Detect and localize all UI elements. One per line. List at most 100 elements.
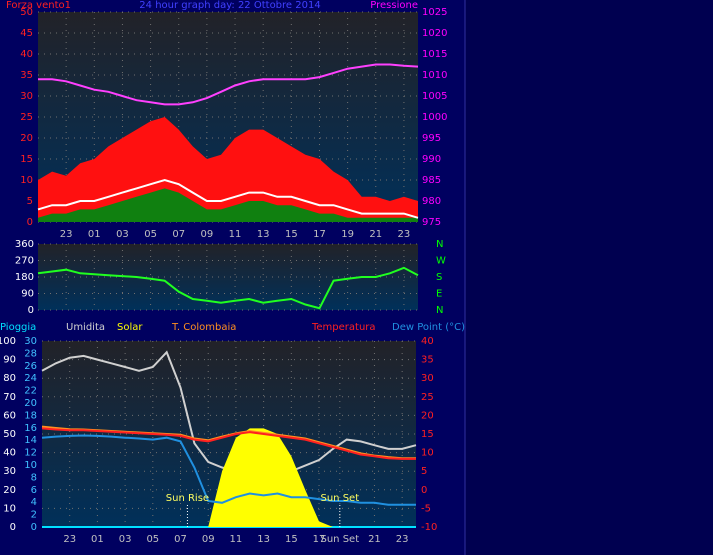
y2-tick-label: 28 <box>24 348 37 359</box>
y-tick-label: 20 <box>20 133 33 144</box>
series-line <box>41 434 416 506</box>
y-tick-label: 0 <box>28 305 34 316</box>
y-tick-label: 40 <box>3 448 16 459</box>
y-tick-label: 0 <box>27 217 33 228</box>
y2-tick-label: 1025 <box>422 7 447 18</box>
y-tick-label: 30 <box>3 466 16 477</box>
y3-tick-label: 10 <box>421 448 434 459</box>
y3-tick-label: 5 <box>421 466 427 477</box>
y3-tick-label: -10 <box>421 522 437 533</box>
y-tick-label: 35 <box>20 70 33 81</box>
y-tick-label: 10 <box>3 503 16 514</box>
y2-tick-label: 20 <box>24 398 37 409</box>
y2-tick-label: 1015 <box>422 49 447 60</box>
x-tick-label: 15 <box>285 229 298 240</box>
x-tick-label: 21 <box>369 229 382 240</box>
x-tick-label: 13 <box>257 229 270 240</box>
y2-tick-label: 10 <box>24 460 37 471</box>
y3-tick-label: 30 <box>421 373 434 384</box>
y2-tick-label: 975 <box>422 217 441 228</box>
y2-tick-label: 4 <box>31 497 37 508</box>
y2-tick-label: 980 <box>422 196 441 207</box>
y-tick-label: 10 <box>20 175 33 186</box>
y-tick-label: 0 <box>10 522 16 533</box>
x-tick-label: 09 <box>201 229 214 240</box>
legend-label: Temperatura <box>311 322 376 333</box>
x-tick-label: 21 <box>368 534 381 545</box>
y2-axis-title: Pressione <box>370 0 418 11</box>
chart-title: 24 hour graph day: 22 Ottobre 2014 <box>139 0 320 11</box>
y-axis-title: Forza vento1 <box>6 0 71 11</box>
y2-tick-label: 22 <box>24 386 37 397</box>
y2-tick-label: 1010 <box>422 70 447 81</box>
y2-tick-label: 995 <box>422 133 441 144</box>
legend-label: Umidita <box>66 322 105 333</box>
series-line <box>41 427 416 460</box>
x-tick-label: 13 <box>257 534 270 545</box>
x-tick-label: 23 <box>63 534 76 545</box>
x-tick-label: 05 <box>146 534 159 545</box>
y-tick-label: 5 <box>27 196 33 207</box>
series-area <box>42 428 416 527</box>
legend-label: Pioggia <box>0 322 36 333</box>
y-tick-label: 100 <box>0 336 16 347</box>
y-tick-label: 70 <box>3 392 16 403</box>
y3-tick-label: 15 <box>421 429 434 440</box>
y-tick-label: 25 <box>20 112 33 123</box>
y2-tick-label: 0 <box>31 522 37 533</box>
y-tick-label: 50 <box>3 429 16 440</box>
y-tick-label: 30 <box>20 91 33 102</box>
y2-tick-label: 6 <box>31 485 37 496</box>
y-tick-label: 80 <box>3 373 16 384</box>
series-line <box>38 63 419 106</box>
legend-label: Solar <box>117 322 143 333</box>
y-tick-label: 360 <box>15 239 34 250</box>
y2-tick-label: 1020 <box>422 28 447 39</box>
x-tick-label: 07 <box>174 534 187 545</box>
legend-label: Dew Point (°C) <box>392 322 465 333</box>
y2-tick-label: S <box>436 272 442 283</box>
x-tick-label: 03 <box>116 229 129 240</box>
y2-tick-label: 12 <box>24 448 37 459</box>
y2-tick-label: 18 <box>24 410 37 421</box>
x-tick-label: 07 <box>172 229 185 240</box>
y3-tick-label: 0 <box>421 485 427 496</box>
x-tick-label: 23 <box>60 229 73 240</box>
y2-tick-label: E <box>436 289 442 300</box>
y2-tick-label: 1000 <box>422 112 447 123</box>
x-tick-label: 11 <box>230 534 243 545</box>
y-tick-label: 90 <box>21 289 34 300</box>
x-tick-label: 01 <box>88 229 101 240</box>
x-tick-label: 01 <box>91 534 104 545</box>
y2-tick-label: 30 <box>24 336 37 347</box>
x-tick-label: 15 <box>285 534 298 545</box>
x-tick-label: 23 <box>398 229 411 240</box>
y2-tick-label: 990 <box>422 154 441 165</box>
x-tick-label: Sun Set <box>321 534 360 545</box>
x-tick-label: 03 <box>119 534 132 545</box>
x-tick-label: 09 <box>202 534 215 545</box>
y2-tick-label: 1005 <box>422 91 447 102</box>
y2-tick-label: 2 <box>31 510 37 521</box>
y-tick-label: 50 <box>20 7 33 18</box>
y2-tick-label: 26 <box>24 361 37 372</box>
y3-tick-label: 20 <box>421 410 434 421</box>
series-area <box>38 188 418 222</box>
y3-tick-label: -5 <box>421 503 431 514</box>
y2-tick-label: N <box>436 305 443 316</box>
y-tick-label: 180 <box>15 272 34 283</box>
y-tick-label: 40 <box>20 49 33 60</box>
y2-tick-label: 985 <box>422 175 441 186</box>
series-area <box>38 117 418 222</box>
y3-tick-label: 40 <box>421 336 434 347</box>
x-tick-label: 05 <box>144 229 157 240</box>
annotation: Sun Set <box>321 493 360 504</box>
y2-tick-label: N <box>436 239 443 250</box>
y3-tick-label: 35 <box>421 355 434 366</box>
y-tick-label: 15 <box>20 154 33 165</box>
x-tick-label: 19 <box>341 229 354 240</box>
y3-tick-label: 25 <box>421 392 434 403</box>
y-tick-label: 45 <box>20 28 33 39</box>
